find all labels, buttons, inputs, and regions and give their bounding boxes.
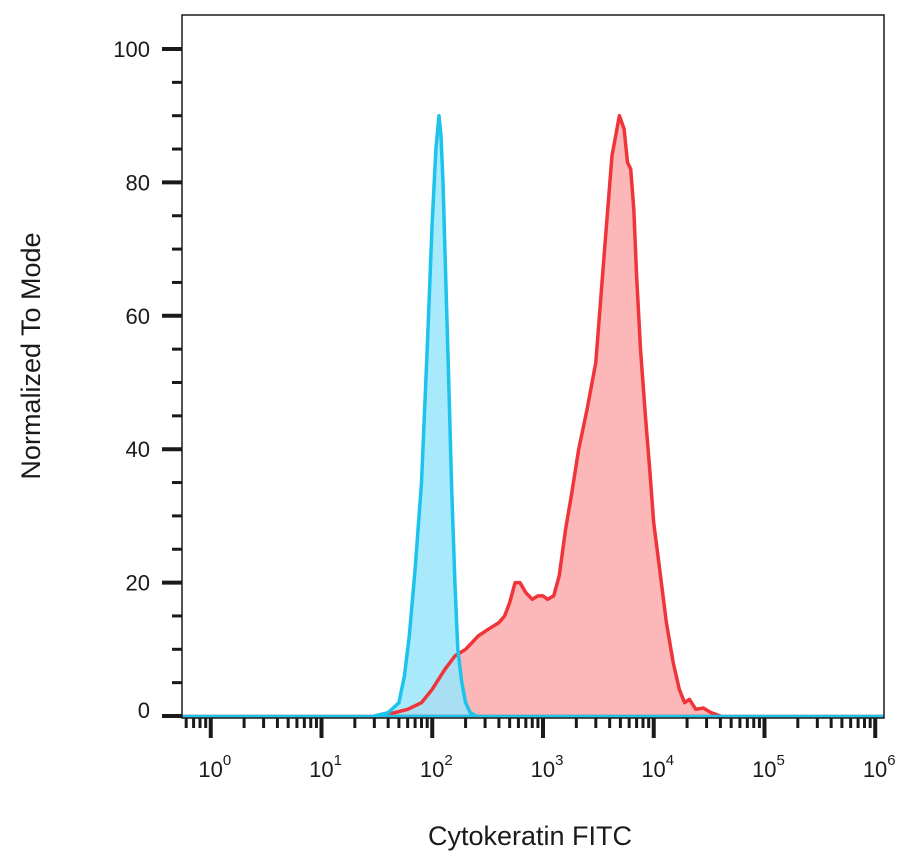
- y-tick-label: 20: [126, 571, 150, 596]
- y-tick-label: 0: [138, 698, 150, 723]
- series-layer: [182, 113, 884, 718]
- x-tick-label: 103: [531, 752, 564, 782]
- series-1-line: [373, 113, 478, 718]
- x-tick-label: 105: [752, 752, 785, 782]
- y-tick-label: 100: [113, 37, 150, 62]
- y-tick-label: 40: [126, 437, 150, 462]
- x-tick-label: 100: [198, 752, 231, 782]
- y-tick-label: 60: [126, 304, 150, 329]
- x-tick-label: 106: [863, 752, 896, 782]
- y-tick-label: 80: [126, 170, 150, 195]
- x-tick-label: 104: [641, 752, 674, 782]
- y-axis-title: Normalized To Mode: [16, 232, 46, 479]
- x-axis-title: Cytokeratin FITC: [428, 821, 632, 851]
- x-tick-label: 102: [420, 752, 453, 782]
- x-tick-label: 101: [309, 752, 342, 782]
- series-0-line: [381, 113, 721, 718]
- x-axis: 100 101 102 103 104 105 106: [184, 718, 896, 782]
- y-axis: 0 20 40 60 80 100: [113, 37, 182, 723]
